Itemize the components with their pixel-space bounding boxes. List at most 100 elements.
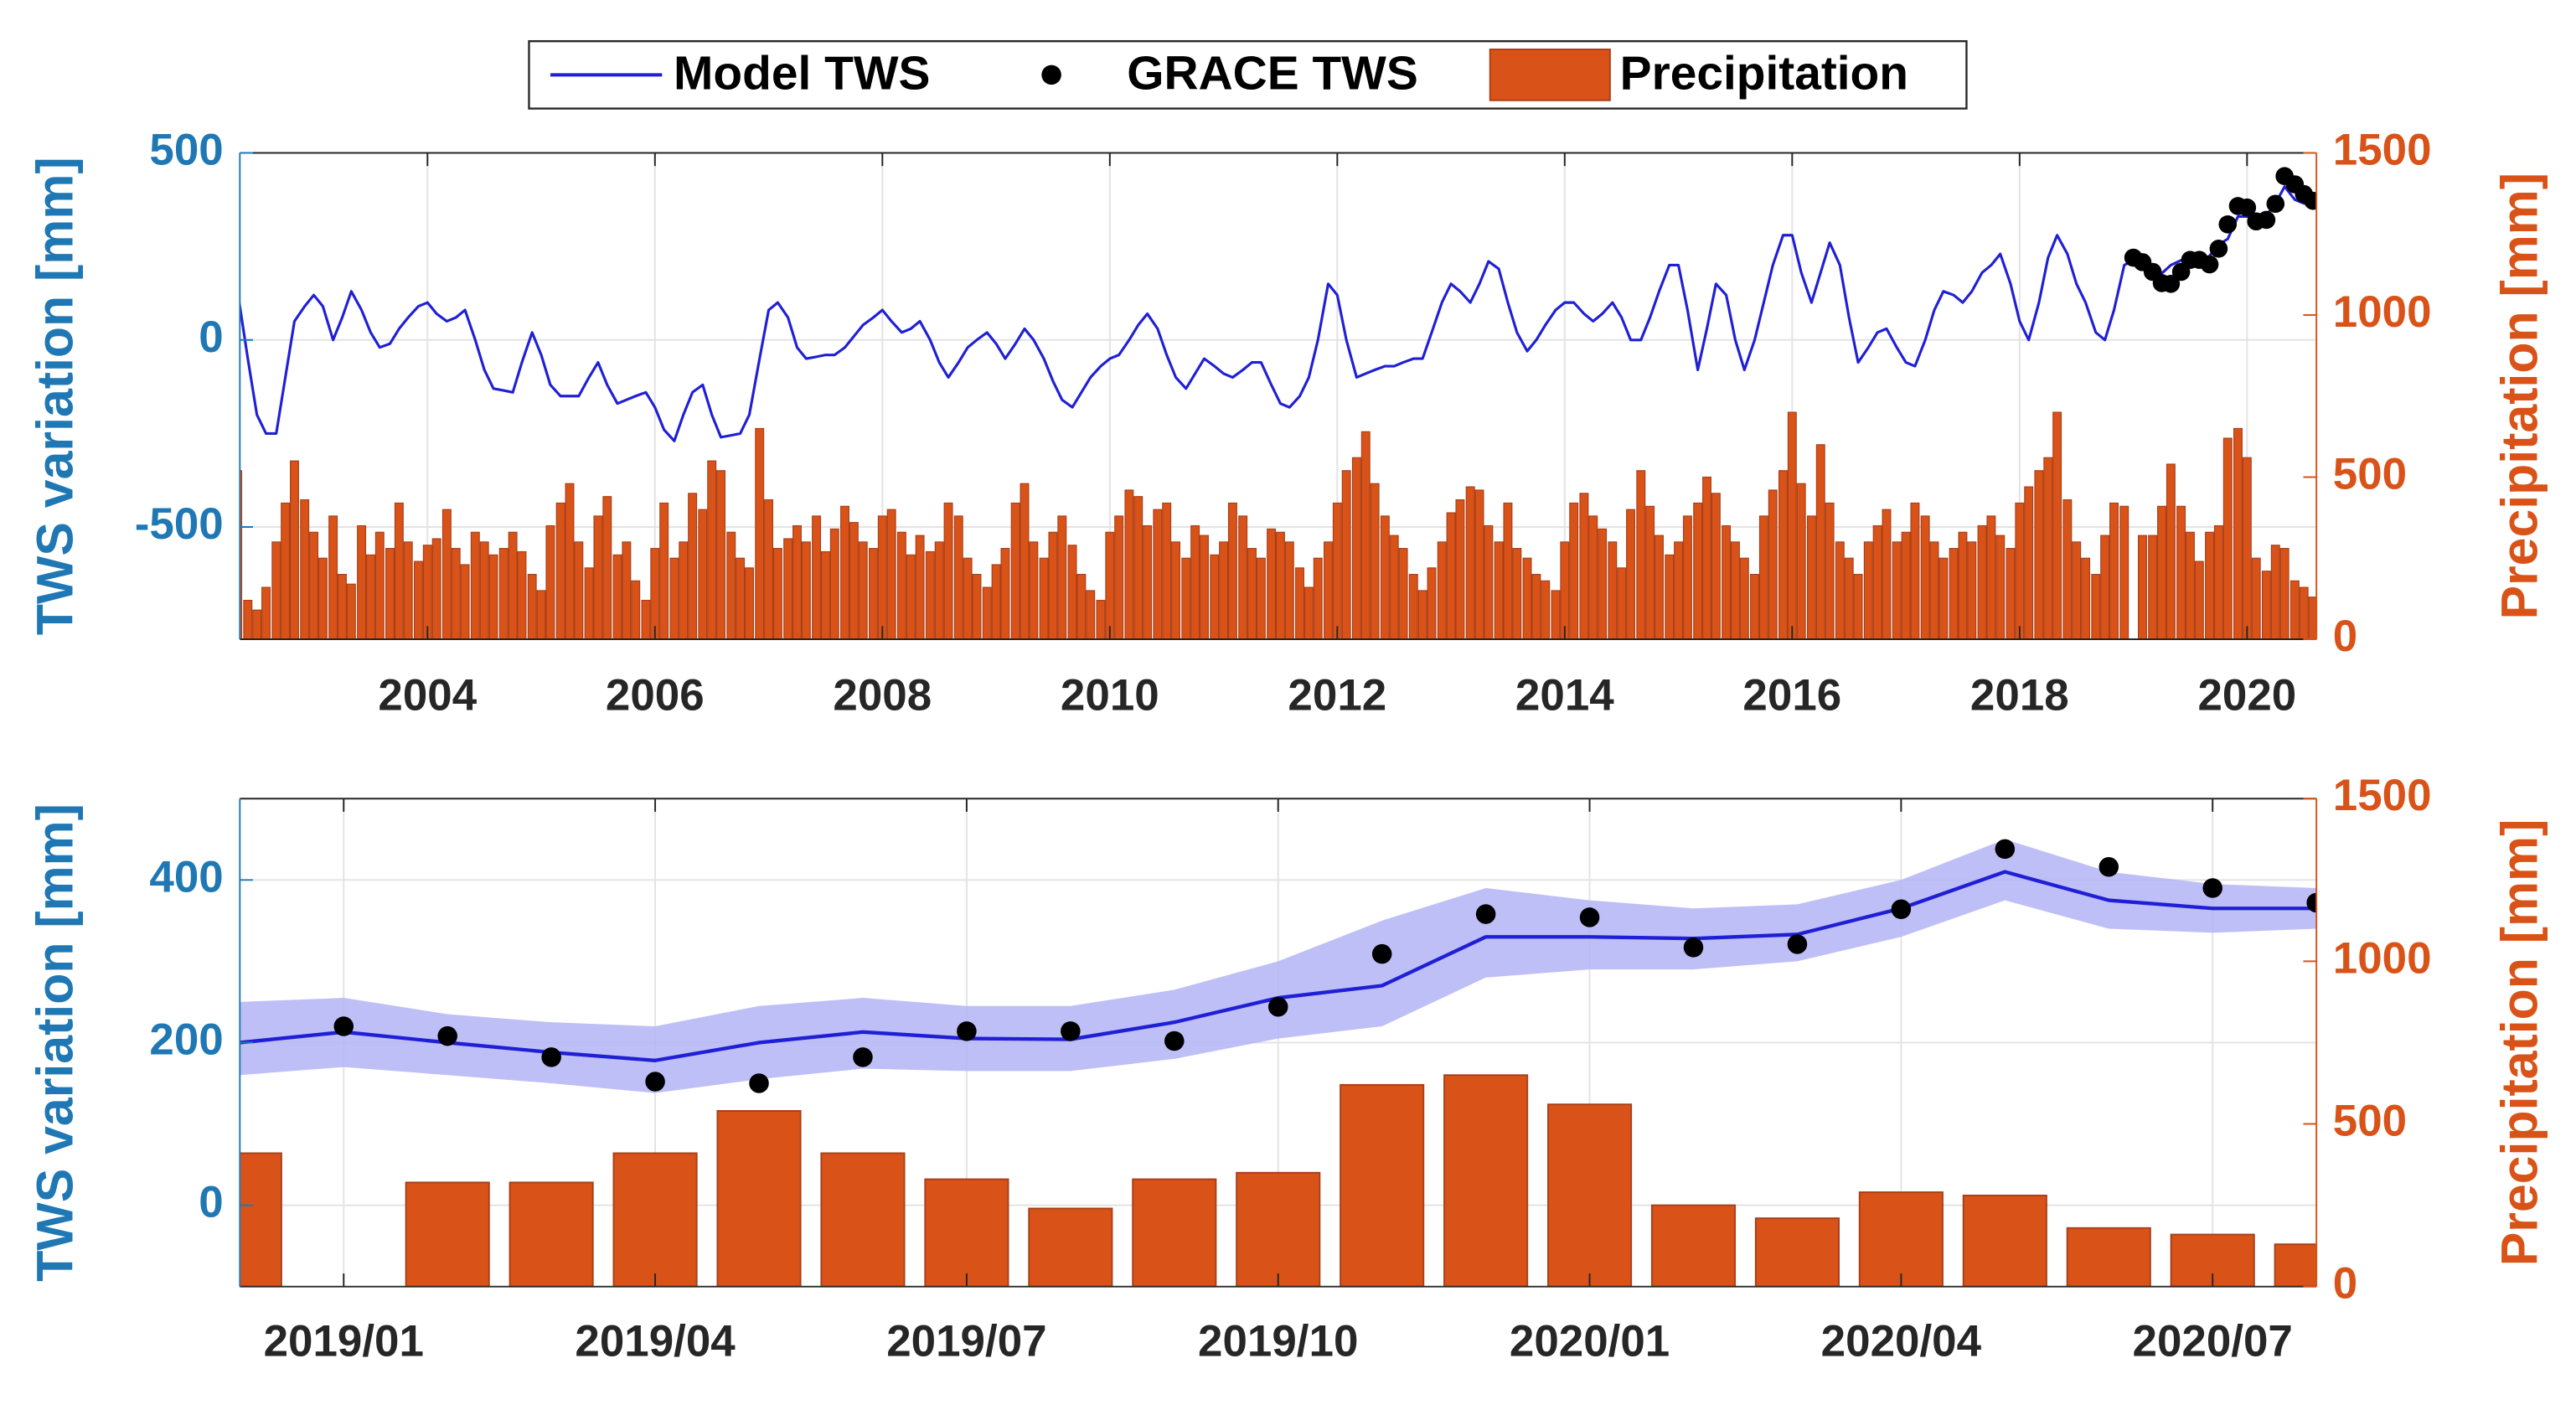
x-tick-label: 2020/04 [1821, 1316, 1982, 1366]
bar [1494, 541, 1504, 639]
grace-point [645, 1072, 665, 1092]
bar [1503, 502, 1513, 639]
bar [2233, 427, 2243, 639]
grace-point [1061, 1021, 1081, 1041]
bar [1962, 1194, 2047, 1287]
bar [2194, 560, 2204, 639]
y-tick-label: 200 [149, 1015, 223, 1064]
bar [1541, 580, 1551, 639]
bar [1227, 502, 1237, 639]
bar [1086, 590, 1096, 639]
bar [925, 550, 935, 639]
bar [1872, 524, 1882, 639]
bar [508, 531, 518, 639]
grace-point [749, 1073, 769, 1093]
bar [422, 545, 432, 639]
bar [508, 1181, 594, 1287]
bar [906, 554, 916, 639]
bar [820, 1152, 906, 1287]
bar [2261, 571, 2271, 639]
bar [394, 502, 404, 639]
bar [1758, 515, 1768, 639]
bar [1437, 541, 1447, 639]
bar [1398, 548, 1408, 639]
bar [2176, 505, 2186, 639]
bar [2062, 499, 2073, 639]
bar [1484, 524, 1494, 639]
bar [1446, 512, 1456, 639]
bar [745, 567, 754, 639]
bar [1303, 586, 1314, 639]
bar [479, 541, 489, 639]
bar [1967, 541, 1977, 639]
bar [1674, 541, 1684, 639]
grace-point [541, 1047, 561, 1067]
grace-point [1995, 839, 2016, 860]
bar [1341, 470, 1351, 639]
bar [602, 496, 612, 639]
legend-label: Model TWS [674, 47, 930, 100]
x-tick-label: 2019/01 [264, 1316, 424, 1366]
bar [2100, 535, 2110, 639]
bar [1608, 541, 1618, 639]
bar [1730, 541, 1740, 639]
bar [300, 499, 310, 639]
bar [252, 609, 262, 639]
bar [1029, 541, 1039, 639]
bar [1650, 1204, 1737, 1287]
bar [772, 548, 782, 639]
grace-point [1164, 1031, 1185, 1051]
bar [659, 502, 669, 639]
x-tick-label: 2019/07 [886, 1316, 1046, 1366]
bar [574, 541, 584, 639]
bar [801, 541, 811, 639]
legend-swatch [1041, 65, 1061, 85]
bar [1626, 509, 1636, 639]
bar [1105, 531, 1115, 639]
bar [431, 538, 441, 639]
bar [2185, 531, 2195, 639]
grace-point [957, 1021, 977, 1041]
bar [470, 531, 480, 639]
bar [783, 538, 793, 639]
bar [1076, 574, 1087, 639]
bar [1010, 502, 1020, 639]
bar [764, 499, 774, 639]
bar [924, 1178, 1009, 1287]
grace-point [1891, 899, 1912, 920]
bar [1750, 574, 1760, 639]
bar [2157, 505, 2166, 639]
bar [1219, 541, 1229, 639]
bar [1408, 574, 1418, 639]
bar [963, 557, 973, 639]
bar [2289, 580, 2300, 639]
bar [1210, 554, 1220, 639]
plot-area [240, 798, 2317, 1287]
x-tick-label: 2020 [2197, 671, 2296, 721]
bar [934, 541, 944, 639]
legend-box [528, 39, 1968, 110]
grace-point [2306, 892, 2317, 913]
bar [584, 567, 594, 639]
bar [1389, 535, 1399, 639]
bar [1655, 535, 1664, 639]
y2-tick-label: 1500 [2333, 125, 2432, 174]
x-tick-label: 2016 [1742, 671, 1841, 721]
bar [1858, 1191, 1944, 1287]
y2-tick-label: 500 [2333, 449, 2407, 498]
bar [357, 524, 367, 639]
x-tick-label: 2020/01 [1510, 1316, 1670, 1366]
bar [1796, 483, 1806, 639]
bar [631, 580, 641, 639]
bar [982, 586, 992, 639]
grace-point [333, 1016, 354, 1036]
x-tick-label: 2019/10 [1198, 1316, 1358, 1366]
bar [1863, 541, 1873, 639]
bar [309, 531, 319, 639]
bar [413, 560, 423, 639]
bar [2251, 557, 2261, 639]
bar [498, 548, 508, 639]
bar [1181, 557, 1191, 639]
grace-point [1683, 938, 1704, 958]
